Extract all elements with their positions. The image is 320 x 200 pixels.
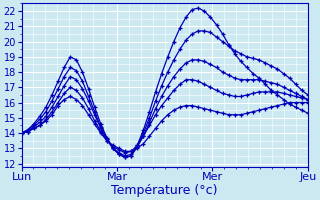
X-axis label: Température (°c): Température (°c): [111, 184, 218, 197]
